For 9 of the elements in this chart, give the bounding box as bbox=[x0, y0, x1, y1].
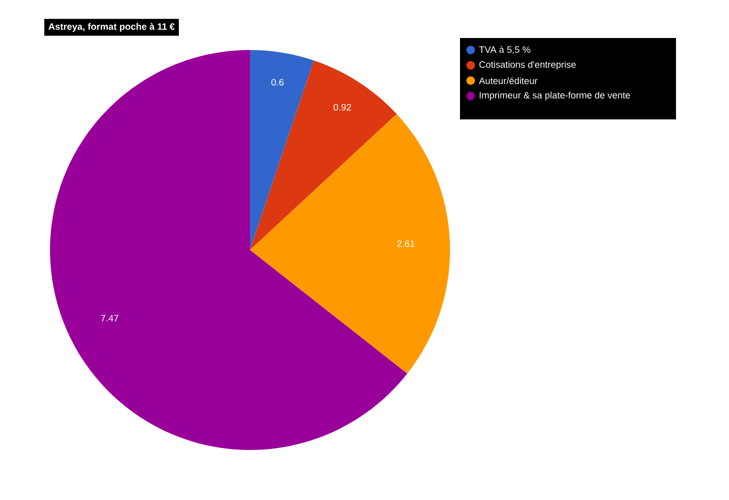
data-label: 2.61 bbox=[397, 240, 414, 247]
chart-title: Astreya, format poche à 11 € bbox=[48, 22, 175, 32]
data-label: 0.6 bbox=[271, 78, 284, 86]
legend-label: Imprimeur & sa plate-forme de vente bbox=[480, 92, 630, 100]
data-label: 7.47 bbox=[101, 314, 118, 322]
legend-label: TVA à 5,5 % bbox=[479, 46, 530, 54]
legend-label: Cotisations d'entreprise bbox=[479, 60, 576, 70]
legend-label: Auteur/éditeur bbox=[478, 77, 538, 84]
data-label: 0.92 bbox=[334, 104, 351, 111]
